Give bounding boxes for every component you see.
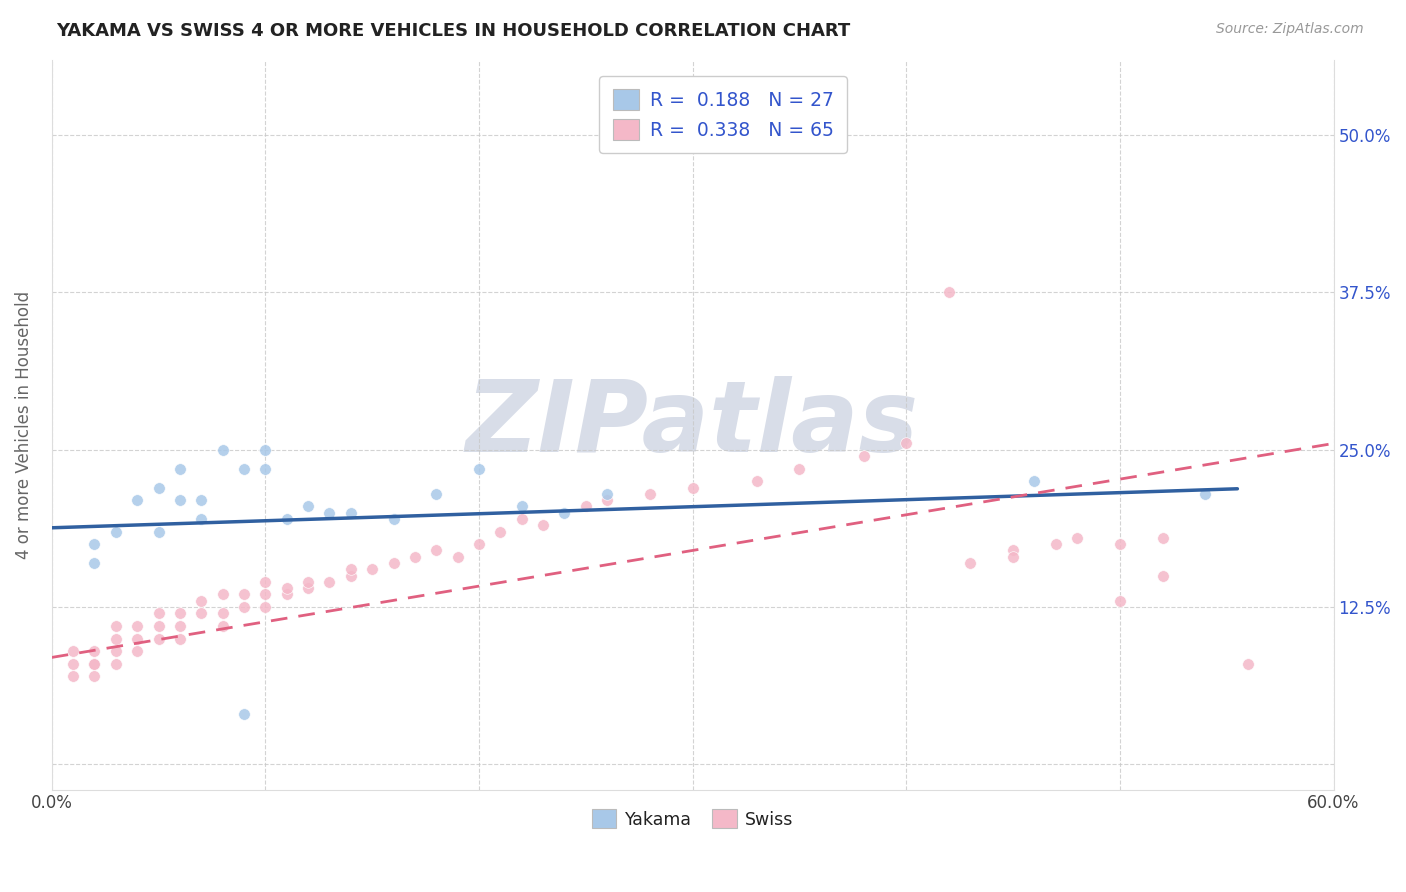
Point bbox=[1152, 531, 1174, 545]
Point bbox=[104, 632, 127, 646]
Point bbox=[190, 512, 212, 526]
Point bbox=[446, 549, 468, 564]
Point bbox=[425, 487, 447, 501]
Legend: Yakama, Swiss: Yakama, Swiss bbox=[585, 803, 800, 836]
Point bbox=[1002, 549, 1025, 564]
Point bbox=[340, 562, 363, 576]
Point bbox=[959, 556, 981, 570]
Point bbox=[104, 657, 127, 671]
Point bbox=[425, 543, 447, 558]
Point bbox=[596, 493, 619, 508]
Point bbox=[510, 512, 533, 526]
Point bbox=[148, 524, 170, 539]
Point bbox=[1109, 594, 1132, 608]
Point bbox=[1109, 537, 1132, 551]
Point bbox=[276, 512, 298, 526]
Point bbox=[104, 524, 127, 539]
Point bbox=[148, 607, 170, 621]
Point bbox=[1045, 537, 1067, 551]
Point bbox=[127, 644, 149, 658]
Point bbox=[211, 619, 233, 633]
Point bbox=[404, 549, 426, 564]
Point bbox=[83, 644, 105, 658]
Point bbox=[62, 657, 84, 671]
Text: YAKAMA VS SWISS 4 OR MORE VEHICLES IN HOUSEHOLD CORRELATION CHART: YAKAMA VS SWISS 4 OR MORE VEHICLES IN HO… bbox=[56, 22, 851, 40]
Point bbox=[745, 474, 768, 488]
Point bbox=[169, 461, 191, 475]
Point bbox=[127, 493, 149, 508]
Point bbox=[489, 524, 512, 539]
Point bbox=[83, 669, 105, 683]
Point bbox=[382, 556, 405, 570]
Point bbox=[83, 657, 105, 671]
Text: ZIPatlas: ZIPatlas bbox=[465, 376, 920, 473]
Point bbox=[211, 442, 233, 457]
Point bbox=[169, 493, 191, 508]
Point bbox=[254, 600, 277, 615]
Point bbox=[468, 537, 491, 551]
Point bbox=[254, 587, 277, 601]
Point bbox=[1002, 543, 1025, 558]
Point bbox=[575, 500, 598, 514]
Point bbox=[233, 461, 256, 475]
Point bbox=[254, 461, 277, 475]
Point bbox=[361, 562, 384, 576]
Point bbox=[254, 574, 277, 589]
Point bbox=[297, 574, 319, 589]
Point bbox=[1066, 531, 1088, 545]
Point bbox=[148, 632, 170, 646]
Point bbox=[190, 493, 212, 508]
Point bbox=[233, 600, 256, 615]
Point bbox=[169, 632, 191, 646]
Point bbox=[1024, 474, 1046, 488]
Point bbox=[468, 461, 491, 475]
Point bbox=[340, 568, 363, 582]
Point bbox=[190, 607, 212, 621]
Point bbox=[531, 518, 554, 533]
Point bbox=[148, 481, 170, 495]
Point bbox=[254, 442, 277, 457]
Point bbox=[638, 487, 661, 501]
Point bbox=[276, 581, 298, 595]
Point bbox=[596, 487, 619, 501]
Point bbox=[297, 500, 319, 514]
Point bbox=[104, 619, 127, 633]
Point bbox=[789, 461, 811, 475]
Point bbox=[297, 581, 319, 595]
Point bbox=[62, 669, 84, 683]
Point bbox=[169, 607, 191, 621]
Point bbox=[83, 657, 105, 671]
Point bbox=[852, 449, 875, 463]
Point bbox=[318, 574, 340, 589]
Point bbox=[169, 619, 191, 633]
Point bbox=[318, 506, 340, 520]
Point bbox=[104, 644, 127, 658]
Point bbox=[148, 619, 170, 633]
Point bbox=[938, 285, 960, 300]
Point bbox=[127, 632, 149, 646]
Point bbox=[276, 587, 298, 601]
Point bbox=[211, 587, 233, 601]
Point bbox=[233, 587, 256, 601]
Point bbox=[233, 707, 256, 722]
Point bbox=[682, 481, 704, 495]
Point bbox=[510, 500, 533, 514]
Point bbox=[382, 512, 405, 526]
Text: Source: ZipAtlas.com: Source: ZipAtlas.com bbox=[1216, 22, 1364, 37]
Point bbox=[62, 644, 84, 658]
Point bbox=[83, 556, 105, 570]
Point bbox=[211, 607, 233, 621]
Point bbox=[190, 594, 212, 608]
Y-axis label: 4 or more Vehicles in Household: 4 or more Vehicles in Household bbox=[15, 291, 32, 558]
Point bbox=[896, 436, 918, 450]
Point bbox=[1194, 487, 1216, 501]
Point bbox=[1152, 568, 1174, 582]
Point bbox=[553, 506, 575, 520]
Point bbox=[83, 537, 105, 551]
Point bbox=[1237, 657, 1260, 671]
Point bbox=[127, 619, 149, 633]
Point bbox=[340, 506, 363, 520]
